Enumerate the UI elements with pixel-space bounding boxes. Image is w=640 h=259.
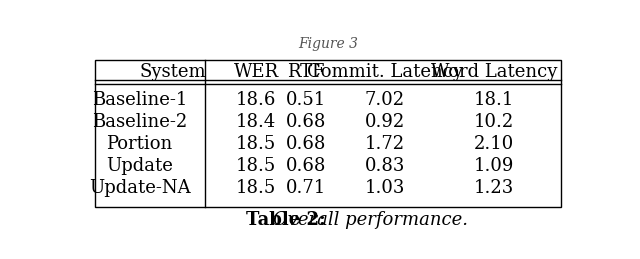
- Text: 10.2: 10.2: [474, 113, 515, 131]
- Text: 18.5: 18.5: [236, 157, 276, 175]
- Text: 7.02: 7.02: [365, 91, 405, 109]
- Text: 1.09: 1.09: [474, 157, 515, 175]
- Text: Word Latency: Word Latency: [431, 63, 557, 81]
- Text: 2.10: 2.10: [474, 135, 515, 153]
- Text: 18.6: 18.6: [236, 91, 276, 109]
- Text: 0.68: 0.68: [285, 113, 326, 131]
- Text: Overall performance.: Overall performance.: [273, 211, 468, 228]
- Text: RTF: RTF: [287, 63, 324, 81]
- Text: Update-NA: Update-NA: [89, 179, 190, 197]
- Text: 0.68: 0.68: [285, 157, 326, 175]
- Text: 1.03: 1.03: [365, 179, 405, 197]
- Text: 0.83: 0.83: [365, 157, 405, 175]
- Text: 1.23: 1.23: [474, 179, 515, 197]
- Text: 18.5: 18.5: [236, 135, 276, 153]
- Text: 0.71: 0.71: [285, 179, 326, 197]
- Text: 1.72: 1.72: [365, 135, 405, 153]
- Text: Update: Update: [106, 157, 173, 175]
- Text: 0.51: 0.51: [285, 91, 326, 109]
- Bar: [95, 60, 561, 207]
- Text: Baseline-1: Baseline-1: [92, 91, 188, 109]
- Text: Portion: Portion: [106, 135, 173, 153]
- Text: 18.1: 18.1: [474, 91, 515, 109]
- Text: Commit. Latency: Commit. Latency: [307, 63, 463, 81]
- Text: Table 2:: Table 2:: [246, 211, 326, 228]
- Text: System: System: [140, 63, 206, 81]
- Text: 18.4: 18.4: [236, 113, 276, 131]
- Text: 0.92: 0.92: [365, 113, 405, 131]
- Text: Figure 3: Figure 3: [298, 37, 358, 51]
- Text: Baseline-2: Baseline-2: [92, 113, 187, 131]
- Text: 18.5: 18.5: [236, 179, 276, 197]
- Text: 0.68: 0.68: [285, 135, 326, 153]
- Text: WER: WER: [234, 63, 278, 81]
